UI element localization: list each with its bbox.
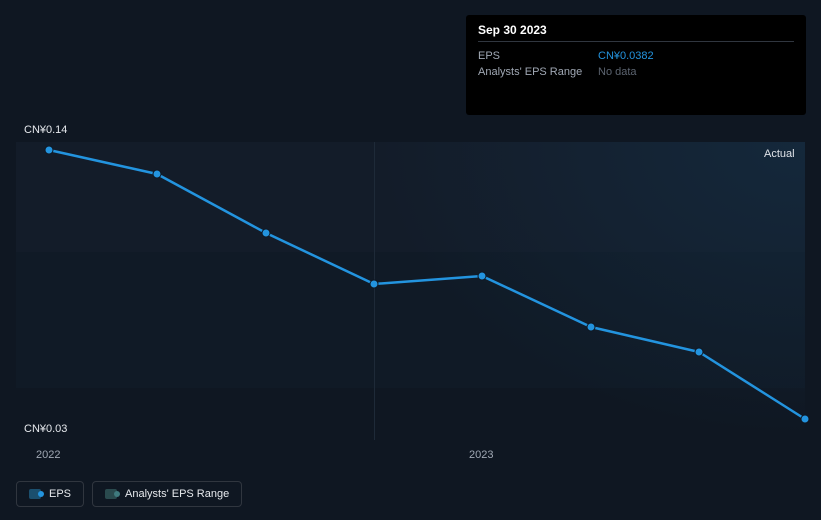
tooltip-row-value: CN¥0.0382 [598,48,794,64]
x-axis-label: 2022 [36,449,60,461]
legend: EPS Analysts' EPS Range [16,481,242,507]
legend-item[interactable]: EPS [16,481,84,507]
eps-series-marker[interactable] [478,272,486,280]
legend-dot-icon [114,491,120,497]
eps-line-chart [16,142,805,440]
region-label-actual: Actual [764,148,795,160]
eps-series-line [49,150,805,419]
legend-swatch [29,489,41,499]
y-axis-bottom-label: CN¥0.03 [24,423,67,435]
eps-series-marker[interactable] [45,146,53,154]
tooltip-divider [478,41,794,42]
legend-dot-icon [38,491,44,497]
eps-series-marker[interactable] [801,415,809,423]
eps-series-marker[interactable] [587,323,595,331]
eps-series-marker[interactable] [370,280,378,288]
chart-plot[interactable] [16,142,805,440]
eps-series-marker[interactable] [262,229,270,237]
y-axis-top-label: CN¥0.14 [24,124,67,136]
x-axis-label: 2023 [469,449,493,461]
tooltip-row-label: EPS [478,48,598,64]
eps-series-marker[interactable] [153,170,161,178]
legend-item[interactable]: Analysts' EPS Range [92,481,242,507]
tooltip-rows: EPSCN¥0.0382Analysts' EPS RangeNo data [478,48,794,80]
tooltip-row-label: Analysts' EPS Range [478,64,598,80]
eps-series-marker[interactable] [695,348,703,356]
tooltip-title: Sep 30 2023 [478,23,794,41]
legend-label: Analysts' EPS Range [125,488,229,500]
tooltip-row: EPSCN¥0.0382 [478,48,794,64]
legend-swatch [105,489,117,499]
tooltip-row-value: No data [598,64,794,80]
legend-label: EPS [49,488,71,500]
tooltip-row: Analysts' EPS RangeNo data [478,64,794,80]
tooltip: Sep 30 2023 EPSCN¥0.0382Analysts' EPS Ra… [466,15,806,115]
